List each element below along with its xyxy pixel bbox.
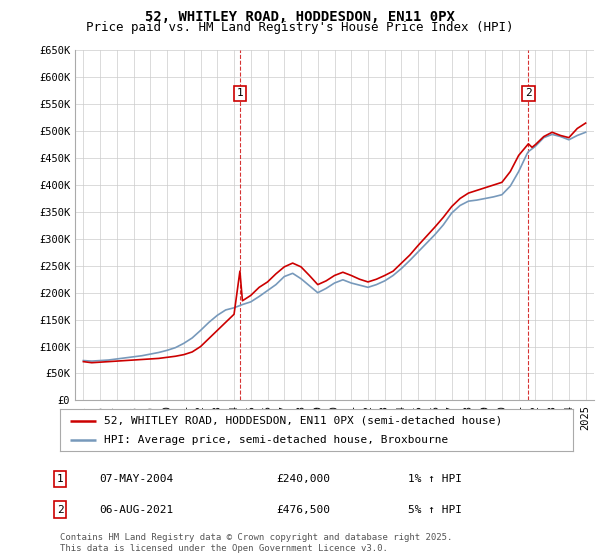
Text: 1: 1 [236, 88, 243, 99]
Text: £476,500: £476,500 [276, 505, 330, 515]
Text: 2: 2 [56, 505, 64, 515]
Text: 06-AUG-2021: 06-AUG-2021 [99, 505, 173, 515]
Text: Contains HM Land Registry data © Crown copyright and database right 2025.
This d: Contains HM Land Registry data © Crown c… [60, 533, 452, 553]
Text: 5% ↑ HPI: 5% ↑ HPI [408, 505, 462, 515]
Text: 1: 1 [56, 474, 64, 484]
Text: 52, WHITLEY ROAD, HODDESDON, EN11 0PX (semi-detached house): 52, WHITLEY ROAD, HODDESDON, EN11 0PX (s… [104, 416, 502, 426]
Text: 52, WHITLEY ROAD, HODDESDON, EN11 0PX: 52, WHITLEY ROAD, HODDESDON, EN11 0PX [145, 10, 455, 24]
Text: HPI: Average price, semi-detached house, Broxbourne: HPI: Average price, semi-detached house,… [104, 435, 448, 445]
Text: Price paid vs. HM Land Registry's House Price Index (HPI): Price paid vs. HM Land Registry's House … [86, 21, 514, 34]
Text: 2: 2 [525, 88, 532, 99]
Text: £240,000: £240,000 [276, 474, 330, 484]
Text: 07-MAY-2004: 07-MAY-2004 [99, 474, 173, 484]
Text: 1% ↑ HPI: 1% ↑ HPI [408, 474, 462, 484]
